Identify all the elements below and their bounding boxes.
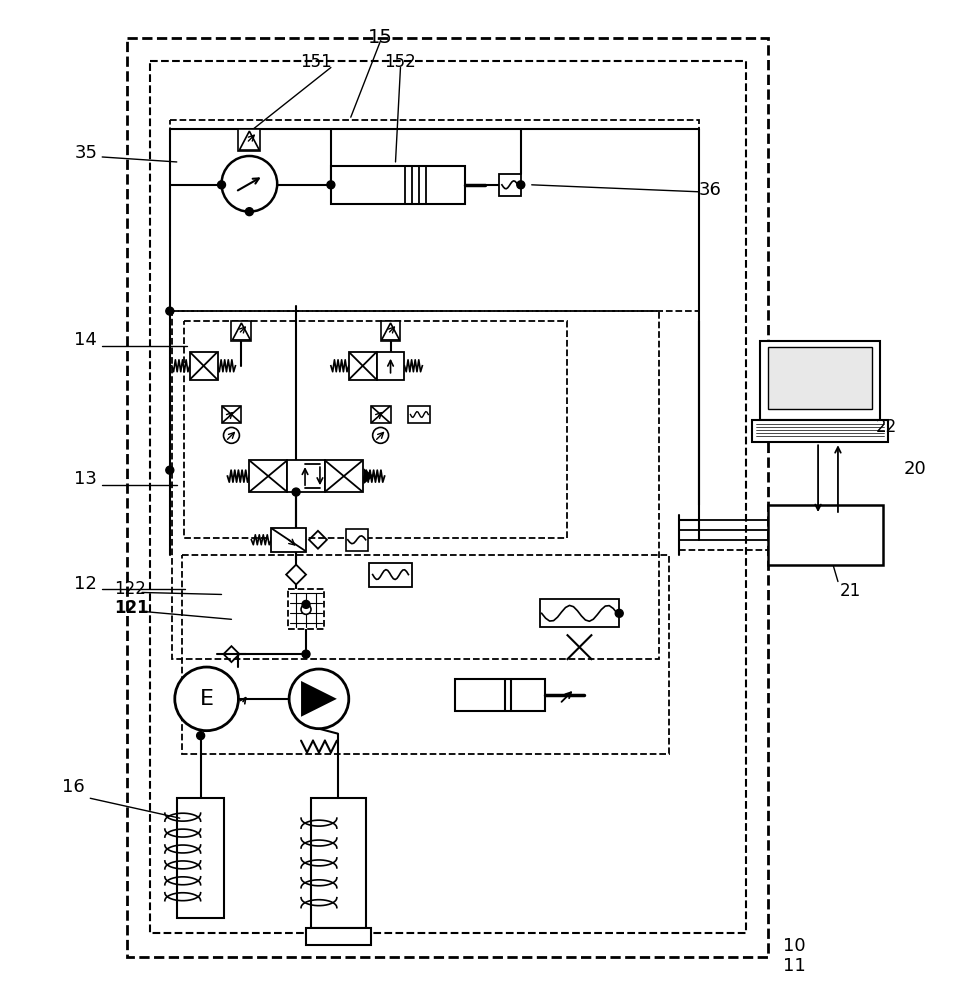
Text: 15: 15 bbox=[368, 28, 393, 47]
Bar bbox=[221, 406, 242, 423]
Text: 22: 22 bbox=[876, 418, 897, 436]
Text: 122: 122 bbox=[114, 580, 146, 598]
Circle shape bbox=[221, 156, 278, 212]
Bar bbox=[177, 798, 224, 918]
Bar bbox=[381, 321, 400, 341]
Bar bbox=[170, 120, 699, 311]
Bar bbox=[311, 798, 366, 928]
Circle shape bbox=[615, 609, 623, 617]
Polygon shape bbox=[364, 468, 373, 484]
Bar bbox=[769, 505, 883, 565]
Bar bbox=[455, 679, 544, 711]
Bar bbox=[190, 352, 218, 380]
Bar bbox=[769, 347, 872, 409]
Text: 36: 36 bbox=[699, 181, 721, 199]
Circle shape bbox=[327, 181, 335, 189]
Circle shape bbox=[292, 488, 300, 496]
Circle shape bbox=[165, 466, 174, 474]
Bar bbox=[499, 174, 521, 196]
Text: 12: 12 bbox=[74, 575, 98, 593]
Circle shape bbox=[223, 427, 240, 443]
Circle shape bbox=[165, 307, 174, 315]
Bar bbox=[331, 166, 465, 204]
Circle shape bbox=[218, 181, 225, 189]
Bar bbox=[376, 352, 404, 380]
Bar bbox=[408, 406, 430, 423]
Text: 10: 10 bbox=[783, 937, 806, 955]
Bar bbox=[150, 61, 747, 933]
Text: 21: 21 bbox=[840, 582, 862, 600]
Text: 35: 35 bbox=[74, 144, 98, 162]
Bar bbox=[182, 555, 669, 754]
Circle shape bbox=[246, 208, 253, 216]
Bar bbox=[306, 928, 370, 945]
Bar bbox=[231, 321, 251, 341]
Bar bbox=[271, 528, 306, 552]
Text: 121: 121 bbox=[114, 599, 149, 617]
Bar bbox=[184, 321, 567, 538]
Bar bbox=[540, 599, 619, 627]
Bar bbox=[349, 352, 376, 380]
Circle shape bbox=[302, 600, 310, 608]
Circle shape bbox=[372, 427, 389, 443]
Text: E: E bbox=[199, 689, 214, 709]
Bar bbox=[288, 589, 324, 629]
Bar bbox=[172, 311, 659, 659]
Text: 151: 151 bbox=[300, 53, 332, 71]
Bar bbox=[346, 529, 367, 551]
Text: 16: 16 bbox=[63, 778, 85, 796]
Bar bbox=[287, 460, 325, 492]
Text: 11: 11 bbox=[783, 957, 806, 975]
Text: 152: 152 bbox=[385, 53, 417, 71]
Circle shape bbox=[301, 604, 311, 614]
Text: 20: 20 bbox=[903, 460, 926, 478]
Bar bbox=[752, 420, 888, 442]
Bar bbox=[239, 129, 260, 151]
Circle shape bbox=[516, 181, 525, 189]
Bar bbox=[127, 38, 769, 957]
Bar bbox=[325, 460, 363, 492]
Circle shape bbox=[175, 667, 239, 731]
Bar bbox=[249, 460, 287, 492]
Circle shape bbox=[289, 669, 349, 729]
Polygon shape bbox=[301, 681, 337, 717]
Bar bbox=[368, 563, 412, 587]
Bar bbox=[760, 341, 880, 420]
Circle shape bbox=[302, 650, 310, 658]
Text: 14: 14 bbox=[74, 331, 98, 349]
Text: 13: 13 bbox=[74, 470, 98, 488]
Circle shape bbox=[196, 732, 205, 740]
Bar bbox=[370, 406, 391, 423]
